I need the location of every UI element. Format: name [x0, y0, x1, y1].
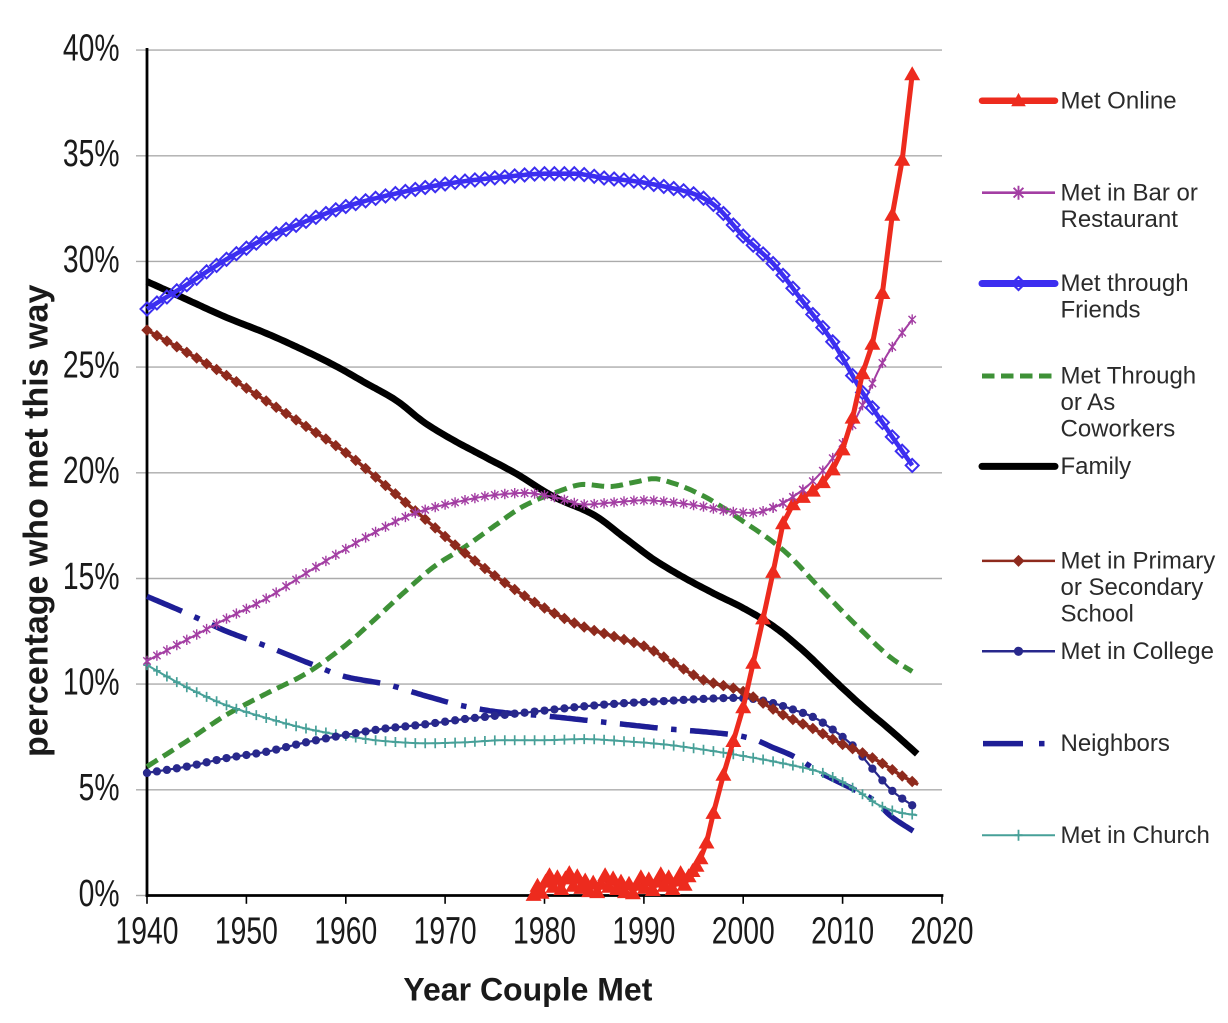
svg-text:Met in Primary: Met in Primary	[1061, 548, 1216, 575]
svg-text:20%: 20%	[63, 450, 120, 492]
svg-text:1980: 1980	[513, 911, 576, 953]
svg-text:Coworkers: Coworkers	[1061, 416, 1176, 443]
svg-text:35%: 35%	[63, 133, 120, 175]
svg-text:Neighbors: Neighbors	[1061, 730, 1170, 757]
svg-text:Met in College: Met in College	[1061, 638, 1214, 665]
svg-text:Restaurant: Restaurant	[1061, 206, 1179, 233]
svg-text:1990: 1990	[612, 911, 675, 953]
svg-text:5%: 5%	[79, 767, 120, 809]
svg-text:percentage who met this way: percentage who met this way	[18, 285, 56, 757]
svg-text:Family: Family	[1061, 453, 1132, 480]
svg-text:Met in Bar or: Met in Bar or	[1061, 179, 1198, 206]
svg-text:10%: 10%	[63, 662, 120, 704]
svg-text:40%: 40%	[63, 28, 120, 70]
svg-text:1950: 1950	[215, 911, 278, 953]
svg-text:Met in Church: Met in Church	[1061, 822, 1210, 849]
svg-text:or Secondary: or Secondary	[1061, 574, 1204, 601]
svg-text:2020: 2020	[911, 911, 974, 953]
svg-text:30%: 30%	[63, 239, 120, 281]
svg-text:Year Couple Met: Year Couple Met	[403, 971, 652, 1007]
svg-text:Friends: Friends	[1061, 297, 1141, 324]
svg-text:1940: 1940	[116, 911, 179, 953]
svg-text:1970: 1970	[414, 911, 477, 953]
svg-text:1960: 1960	[314, 911, 377, 953]
svg-text:School: School	[1061, 601, 1134, 628]
svg-text:Met Through: Met Through	[1061, 363, 1197, 390]
svg-text:Met Online: Met Online	[1061, 87, 1177, 114]
svg-text:or As: or As	[1061, 389, 1116, 416]
svg-text:25%: 25%	[63, 345, 120, 387]
svg-text:Met through: Met through	[1061, 270, 1189, 297]
svg-text:0%: 0%	[79, 873, 120, 915]
svg-text:15%: 15%	[63, 556, 120, 598]
svg-text:2000: 2000	[712, 911, 775, 953]
svg-text:2010: 2010	[811, 911, 874, 953]
